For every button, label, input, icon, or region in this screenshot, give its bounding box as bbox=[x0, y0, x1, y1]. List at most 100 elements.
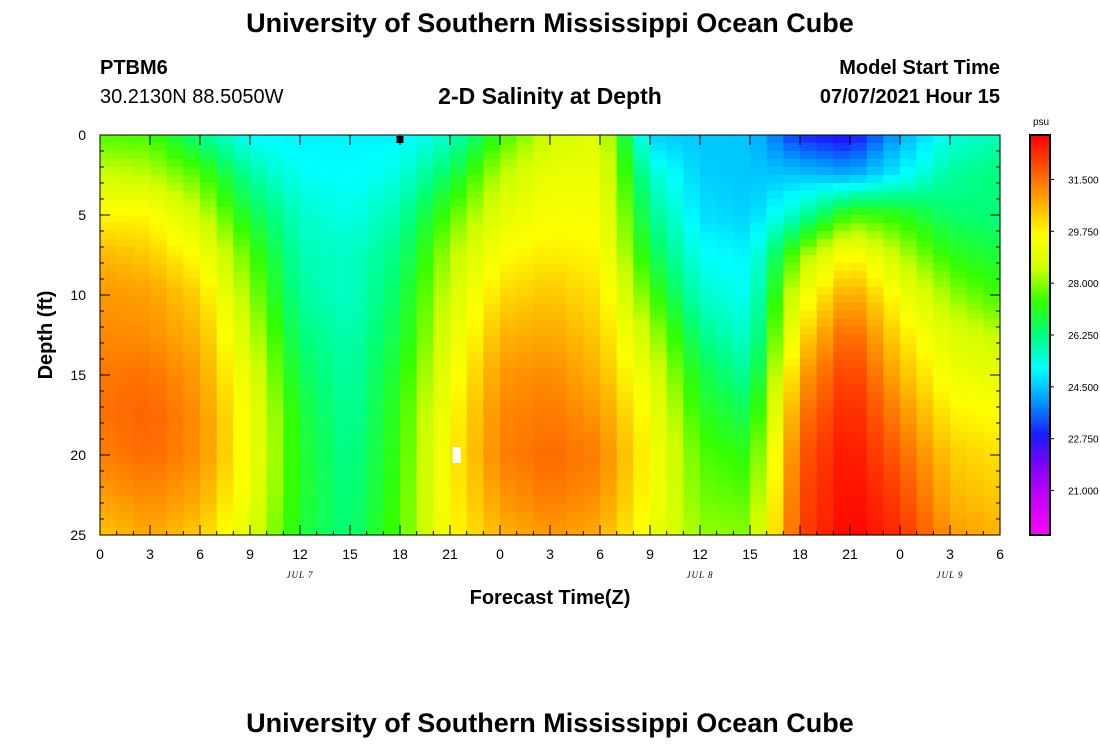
heatmap-cell bbox=[366, 511, 384, 520]
heatmap-cell bbox=[250, 503, 268, 512]
heatmap-cell bbox=[750, 263, 768, 272]
heatmap-cell bbox=[200, 279, 218, 288]
heatmap-cell bbox=[416, 503, 434, 512]
heatmap-cell bbox=[433, 503, 451, 512]
heatmap-cell bbox=[233, 207, 251, 216]
heatmap-cell bbox=[300, 287, 318, 296]
heatmap-cell bbox=[500, 247, 518, 256]
heatmap-cell bbox=[350, 151, 368, 160]
heatmap-cell bbox=[366, 383, 384, 392]
heatmap-cell bbox=[466, 247, 484, 256]
station-coordinates: 30.2130N 88.5050W bbox=[100, 86, 284, 108]
heatmap-cell bbox=[783, 279, 801, 288]
heatmap-cell bbox=[183, 375, 201, 384]
heatmap-cell bbox=[450, 223, 468, 232]
heatmap-cell bbox=[683, 247, 701, 256]
heatmap-cell bbox=[566, 319, 584, 328]
heatmap-cell bbox=[650, 263, 668, 272]
heatmap-cell bbox=[133, 183, 151, 192]
heatmap-cell bbox=[250, 495, 268, 504]
heatmap-cell bbox=[233, 503, 251, 512]
heatmap-cell bbox=[233, 271, 251, 280]
heatmap-cell bbox=[366, 351, 384, 360]
heatmap-cell bbox=[666, 255, 684, 264]
heatmap-cell bbox=[183, 343, 201, 352]
heatmap-cell bbox=[983, 207, 1001, 216]
heatmap-cell bbox=[200, 423, 218, 432]
heatmap-cell bbox=[100, 263, 118, 272]
heatmap-cell bbox=[333, 223, 351, 232]
heatmap-cell bbox=[500, 151, 518, 160]
heatmap-cell bbox=[366, 423, 384, 432]
heatmap-cell bbox=[766, 391, 784, 400]
heatmap-cell bbox=[350, 367, 368, 376]
heatmap-cell bbox=[116, 327, 134, 336]
heatmap-cell bbox=[683, 335, 701, 344]
heatmap-cell bbox=[816, 199, 834, 208]
heatmap-cell bbox=[800, 223, 818, 232]
heatmap-cell bbox=[766, 447, 784, 456]
heatmap-cell bbox=[533, 231, 551, 240]
heatmap-cell bbox=[766, 503, 784, 512]
heatmap-cell bbox=[283, 431, 301, 440]
heatmap-cell bbox=[116, 423, 134, 432]
heatmap-cell bbox=[633, 519, 651, 528]
heatmap-cell bbox=[250, 311, 268, 320]
heatmap-cell bbox=[133, 167, 151, 176]
heatmap-cell bbox=[100, 335, 118, 344]
heatmap-cell bbox=[133, 471, 151, 480]
heatmap-cell bbox=[633, 279, 651, 288]
heatmap-cell bbox=[383, 503, 401, 512]
heatmap-cell bbox=[400, 247, 418, 256]
heatmap-cell bbox=[866, 335, 884, 344]
heatmap-cell bbox=[333, 167, 351, 176]
heatmap-cell bbox=[100, 215, 118, 224]
heatmap-cell bbox=[150, 519, 168, 528]
heatmap-cell bbox=[766, 319, 784, 328]
heatmap-cell bbox=[116, 303, 134, 312]
heatmap-cell bbox=[833, 231, 851, 240]
heatmap-cell bbox=[166, 447, 184, 456]
heatmap-cell bbox=[966, 135, 984, 144]
heatmap-cell bbox=[183, 151, 201, 160]
heatmap-cell bbox=[100, 199, 118, 208]
heatmap-cell bbox=[650, 135, 668, 144]
heatmap-cell bbox=[816, 143, 834, 152]
heatmap-cell bbox=[183, 487, 201, 496]
heatmap-cell bbox=[150, 263, 168, 272]
heatmap-cell bbox=[366, 439, 384, 448]
heatmap-cell bbox=[283, 207, 301, 216]
heatmap-cell bbox=[166, 471, 184, 480]
heatmap-cell bbox=[716, 407, 734, 416]
heatmap-cell bbox=[183, 239, 201, 248]
heatmap-cell bbox=[700, 223, 718, 232]
heatmap-cell bbox=[733, 479, 751, 488]
plot-title: 2-D Salinity at Depth bbox=[438, 83, 662, 109]
heatmap-cell bbox=[416, 135, 434, 144]
heatmap-cell bbox=[100, 327, 118, 336]
heatmap-cell bbox=[300, 151, 318, 160]
colorbar: psu 21.00022.75024.50026.25028.00029.750… bbox=[1029, 117, 1099, 536]
heatmap-cell bbox=[583, 511, 601, 520]
heatmap-cell bbox=[833, 439, 851, 448]
heatmap-cell bbox=[200, 431, 218, 440]
heatmap-cell bbox=[750, 287, 768, 296]
heatmap-cell bbox=[766, 303, 784, 312]
heatmap-cell bbox=[916, 223, 934, 232]
heatmap-cell bbox=[600, 399, 618, 408]
heatmap-cell bbox=[666, 463, 684, 472]
heatmap-cell bbox=[566, 215, 584, 224]
heatmap-cell bbox=[583, 399, 601, 408]
heatmap-cell bbox=[416, 279, 434, 288]
heatmap-cell bbox=[766, 279, 784, 288]
heatmap-cell bbox=[983, 359, 1001, 368]
heatmap-cell bbox=[166, 375, 184, 384]
heatmap-cell bbox=[566, 399, 584, 408]
heatmap-cell bbox=[566, 231, 584, 240]
heatmap-cell bbox=[566, 335, 584, 344]
heatmap-cell bbox=[366, 431, 384, 440]
heatmap-cell bbox=[466, 159, 484, 168]
heatmap-cell bbox=[733, 487, 751, 496]
heatmap-cell bbox=[216, 295, 234, 304]
heatmap-cell bbox=[933, 487, 951, 496]
